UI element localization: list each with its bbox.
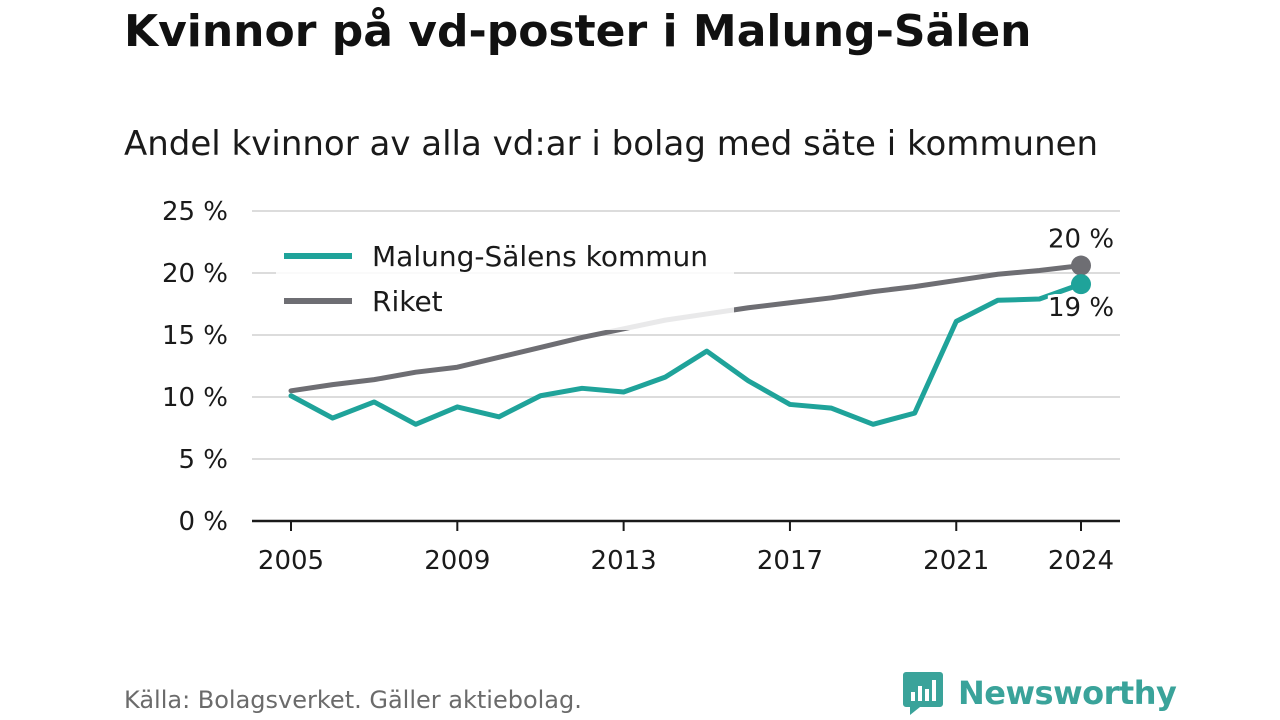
end-label-riket: 20 % [1048, 225, 1114, 255]
x-tick-label: 2005 [258, 546, 324, 576]
brand-name: Newsworthy [958, 674, 1177, 712]
x-tick-label: 2009 [424, 546, 490, 576]
legend-label-riket: Riket [372, 285, 443, 318]
source-note: Källa: Bolagsverket. Gäller aktiebolag. [124, 686, 582, 714]
legend-label-malung: Malung-Sälens kommun [372, 240, 708, 273]
y-tick-label: 5 % [178, 445, 228, 475]
legend: Malung-Sälens kommun Riket [276, 238, 734, 330]
end-label-malung: 19 % [1048, 293, 1114, 323]
chart-title: Kvinnor på vd-poster i Malung-Sälen [124, 6, 1032, 57]
y-tick-label: 15 % [162, 321, 228, 351]
y-axis-labels: 0 % 5 % 10 % 15 % 20 % 25 % [162, 197, 228, 537]
y-tick-label: 10 % [162, 383, 228, 413]
newsworthy-logo-icon [903, 672, 943, 715]
x-tick-label: 2021 [923, 546, 989, 576]
x-tick-label: 2017 [757, 546, 823, 576]
y-tick-label: 0 % [178, 507, 228, 537]
y-tick-label: 25 % [162, 197, 228, 227]
end-markers: 20 % 19 % [1045, 225, 1117, 327]
y-tick-label: 20 % [162, 259, 228, 289]
x-axis [252, 519, 1120, 531]
brand-logo[interactable]: Newsworthy [902, 670, 1177, 716]
legend-background [276, 238, 734, 330]
x-tick-label: 2024 [1048, 546, 1114, 576]
end-point-malung [1071, 274, 1091, 295]
chart-subtitle: Andel kvinnor av alla vd:ar i bolag med … [124, 124, 1099, 164]
series-line-malung [288, 281, 1084, 427]
end-point-riket [1071, 255, 1091, 276]
x-axis-labels: 2005 2009 2013 2017 2021 2024 [258, 546, 1114, 576]
x-tick-label: 2013 [591, 546, 657, 576]
